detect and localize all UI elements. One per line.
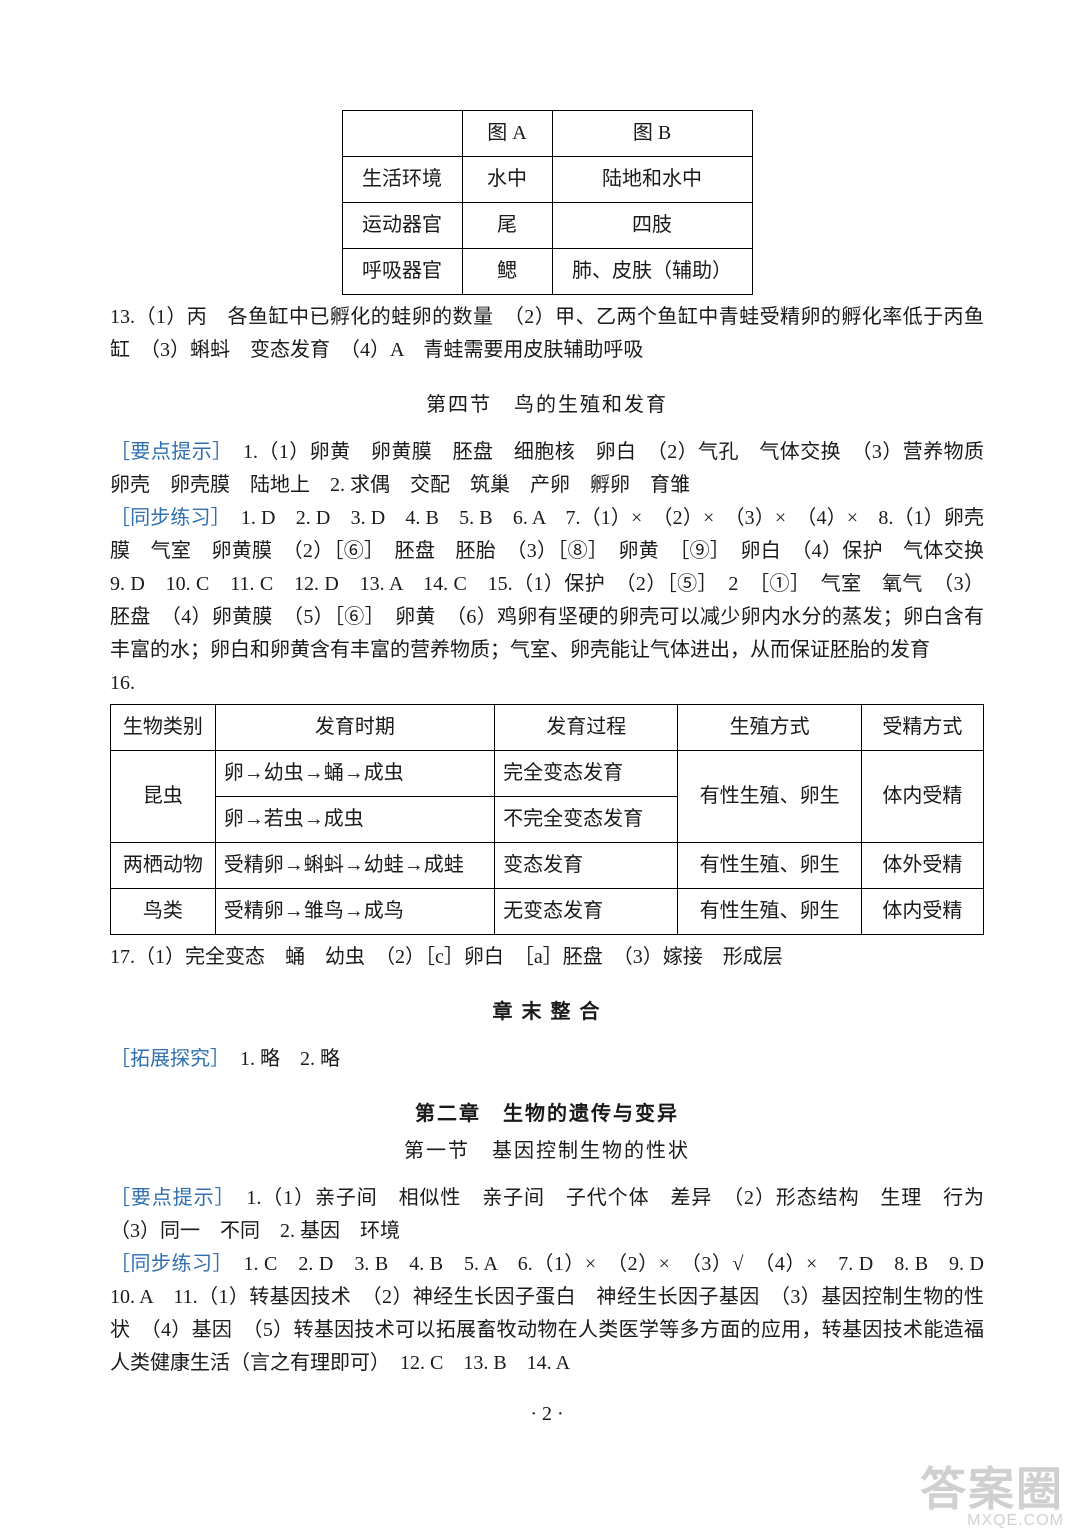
t2-h4: 受精方式 <box>861 705 983 751</box>
c2-yaodian-para: ［要点提示］ 1.（1）亲子间 相似性 亲子间 子代个体 差异 （2）形态结构 … <box>110 1182 984 1248</box>
s4-yaodian-para: ［要点提示］ 1.（1）卵黄 卵黄膜 胚盘 细胞核 卵白 （2）气孔 气体交换 … <box>110 436 984 502</box>
t2-r0c4: 体内受精 <box>861 751 983 843</box>
t2-h3: 生殖方式 <box>678 705 861 751</box>
tuzhan-para: ［拓展探究］ 1. 略 2. 略 <box>110 1043 984 1076</box>
t1-r2c2: 肺、皮肤（辅助） <box>552 249 752 295</box>
section4-title: 第四节 鸟的生殖和发育 <box>110 389 984 422</box>
t2-r0c3: 有性生殖、卵生 <box>678 751 861 843</box>
development-table: 生物类别 发育时期 发育过程 生殖方式 受精方式 昆虫 卵→幼虫→蛹→成虫 完全… <box>110 704 984 935</box>
watermark-big: 答案圈 <box>920 1465 1064 1513</box>
section1-title: 第一节 基因控制生物的性状 <box>110 1135 984 1168</box>
c2-tongbu-text: 1. C 2. D 3. B 4. B 5. A 6.（1）× （2）× （3）… <box>110 1253 1004 1374</box>
watermark-small: MXQE.COM <box>920 1513 1064 1530</box>
s4-tongbu-text: 1. D 2. D 3. D 4. B 5. B 6. A 7.（1）× （2）… <box>110 507 1004 661</box>
t1-r1c0: 运动器官 <box>342 203 462 249</box>
t2-r2c3: 有性生殖、卵生 <box>678 843 861 889</box>
t1-h1: 图 A <box>462 111 552 157</box>
q17-text: 17.（1）完全变态 蛹 幼虫 （2）［c］卵白 ［a］胚盘 （3）嫁接 形成层 <box>110 941 984 974</box>
t2-r0c2: 完全变态发育 <box>495 751 678 797</box>
s4-yaodian-text: 1.（1）卵黄 卵黄膜 胚盘 细胞核 卵白 （2）气孔 气体交换 （3）营养物质… <box>110 441 1004 496</box>
t1-h2: 图 B <box>552 111 752 157</box>
c2-yaodian-text: 1.（1）亲子间 相似性 亲子间 子代个体 差异 （2）形态结构 生理 行为 （… <box>110 1187 1004 1242</box>
t1-h0 <box>342 111 462 157</box>
t2-r2c1: 受精卵→蝌蚪→幼蛙→成蛙 <box>215 843 494 889</box>
s4-tongbu-para: ［同步练习］ 1. D 2. D 3. D 4. B 5. B 6. A 7.（… <box>110 502 984 667</box>
t1-r0c1: 水中 <box>462 157 552 203</box>
t2-r3c3: 有性生殖、卵生 <box>678 889 861 935</box>
t2-h0: 生物类别 <box>111 705 216 751</box>
t2-r1c2: 不完全变态发育 <box>495 797 678 843</box>
t2-r1c1: 卵→若虫→成虫 <box>215 797 494 843</box>
tuzhan-label: ［拓展探究］ <box>110 1048 220 1070</box>
t2-r3c2: 无变态发育 <box>495 889 678 935</box>
t1-r0c2: 陆地和水中 <box>552 157 752 203</box>
page: 图 A 图 B 生活环境 水中 陆地和水中 运动器官 尾 四肢 呼吸器官 鳃 肺… <box>0 0 1074 1536</box>
yaodian-label: ［要点提示］ <box>110 441 223 463</box>
t2-r3c4: 体内受精 <box>861 889 983 935</box>
t2-h1: 发育时期 <box>215 705 494 751</box>
c2-yaodian-label: ［要点提示］ <box>110 1187 225 1209</box>
t2-r3c0: 鸟类 <box>111 889 216 935</box>
page-number: · 2 · <box>110 1398 984 1431</box>
t1-r1c2: 四肢 <box>552 203 752 249</box>
t2-r2c2: 变态发育 <box>495 843 678 889</box>
t2-r2c0: 两栖动物 <box>111 843 216 889</box>
t2-r2c4: 体外受精 <box>861 843 983 889</box>
q13-text: 13.（1）丙 各鱼缸中已孵化的蛙卵的数量 （2）甲、乙两个鱼缸中青蛙受精卵的孵… <box>110 301 984 367</box>
c2-tongbu-para: ［同步练习］ 1. C 2. D 3. B 4. B 5. A 6.（1）× （… <box>110 1248 984 1380</box>
t2-r3c1: 受精卵→雏鸟→成鸟 <box>215 889 494 935</box>
habitat-table: 图 A 图 B 生活环境 水中 陆地和水中 运动器官 尾 四肢 呼吸器官 鳃 肺… <box>342 110 753 295</box>
t1-r1c1: 尾 <box>462 203 552 249</box>
tongbu-label: ［同步练习］ <box>110 507 221 529</box>
tuzhan-text: 1. 略 2. 略 <box>220 1048 340 1070</box>
t1-r0c0: 生活环境 <box>342 157 462 203</box>
t2-h2: 发育过程 <box>495 705 678 751</box>
q16-label: 16. <box>110 667 984 700</box>
zhangmo-title: 章 末 整 合 <box>110 996 984 1029</box>
t1-r2c1: 鳃 <box>462 249 552 295</box>
t2-r0c0: 昆虫 <box>111 751 216 843</box>
t2-r0c1: 卵→幼虫→蛹→成虫 <box>215 751 494 797</box>
t1-r2c0: 呼吸器官 <box>342 249 462 295</box>
chapter2-title: 第二章 生物的遗传与变异 <box>110 1098 984 1131</box>
c2-tongbu-label: ［同步练习］ <box>110 1253 223 1275</box>
watermark: 答案圈 MXQE.COM <box>920 1465 1064 1530</box>
